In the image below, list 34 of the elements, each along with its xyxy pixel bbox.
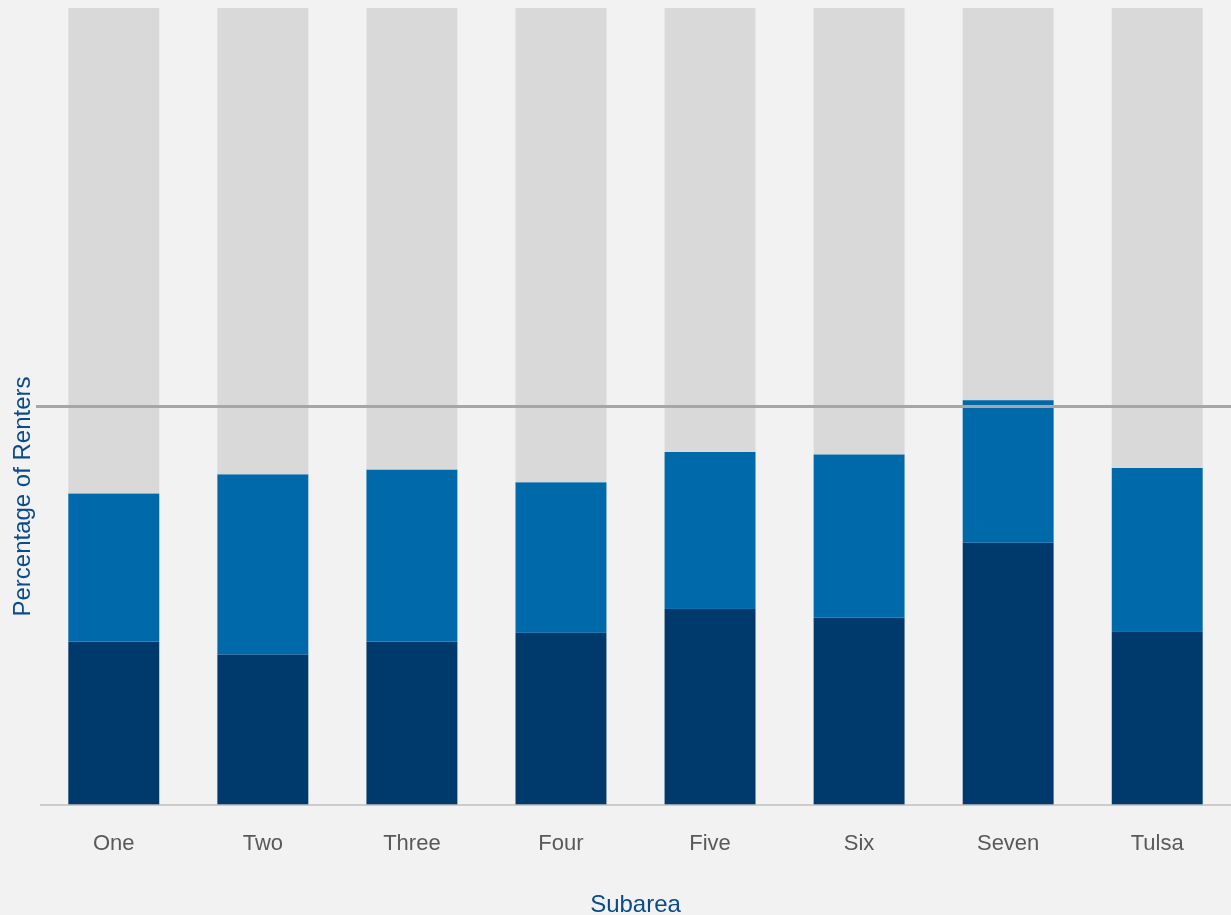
bar [813, 454, 905, 618]
bar [813, 617, 905, 805]
bar [813, 8, 905, 455]
bar [962, 542, 1054, 805]
bar [515, 632, 607, 805]
bar [515, 8, 607, 483]
bar [664, 608, 756, 805]
bar [664, 451, 756, 609]
x-tick-label: One [92, 830, 135, 855]
bar [366, 8, 458, 470]
x-axis-title: Subarea [590, 890, 682, 915]
bar [515, 482, 607, 633]
bar [68, 641, 160, 805]
bar [217, 654, 309, 805]
x-tick-label: Tulsa [1130, 830, 1185, 855]
bar [217, 474, 309, 655]
bar [366, 641, 458, 805]
x-tick-label: Six [843, 830, 875, 855]
bar [217, 8, 309, 475]
y-axis-title: Percentage of Renters [8, 376, 35, 617]
bar [664, 8, 756, 452]
x-tick-label: Three [383, 830, 441, 855]
bar [68, 8, 160, 494]
bar [962, 400, 1054, 543]
x-tick-label: Five [689, 830, 731, 855]
bar [1111, 8, 1203, 468]
bar [366, 469, 458, 642]
x-tick-label: Seven [976, 830, 1040, 855]
bar [1111, 631, 1203, 805]
bar [1111, 467, 1203, 632]
bar [68, 493, 160, 642]
x-tick-label: Two [242, 830, 284, 855]
bar [962, 8, 1054, 401]
x-tick-label: Four [538, 830, 584, 855]
